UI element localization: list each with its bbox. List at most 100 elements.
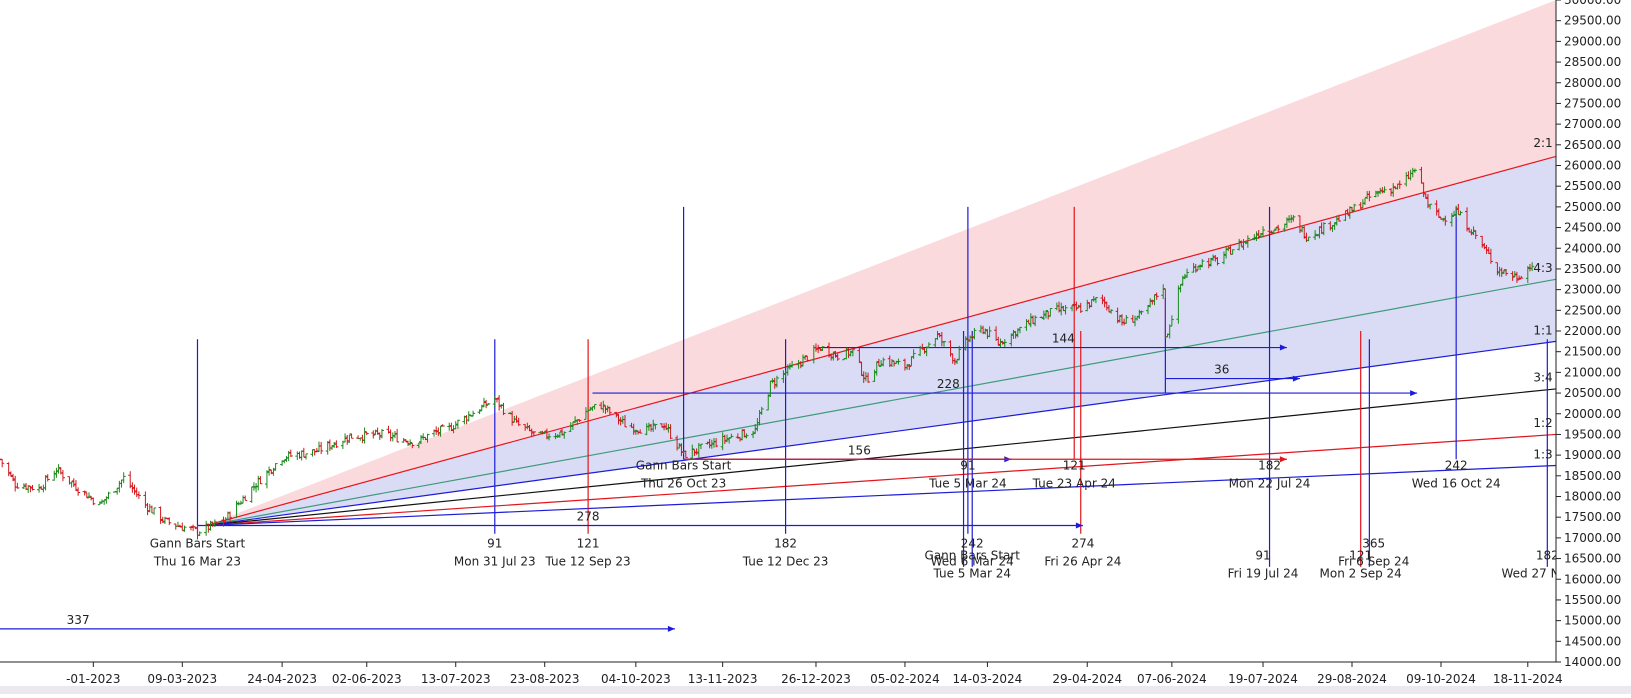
price-bar-up (479, 404, 484, 411)
price-bar-down (1302, 226, 1307, 239)
price-bar-down (829, 353, 834, 361)
gann-annotation: Mon 22 Jul 24 (1229, 476, 1311, 490)
price-bar-up (408, 439, 413, 446)
price-bar-down (334, 440, 339, 448)
price-bar-up (1274, 227, 1279, 231)
gann-fan-line (206, 464, 1556, 527)
gann-annotation: Tue 23 Apr 24 (1032, 476, 1116, 490)
price-bar-up (1208, 257, 1213, 267)
price-bar-down (193, 526, 198, 530)
gann-annotation: 2:1 (1533, 136, 1552, 150)
price-bar-down (738, 437, 743, 442)
price-bar-up (392, 431, 397, 439)
price-bar-up (121, 472, 126, 484)
x-tick-label: -01-2023 (66, 672, 120, 686)
price-bar-up (175, 521, 180, 527)
gann-fan-lines (206, 155, 1556, 527)
price-bar-down (1267, 229, 1272, 234)
price-bar-up (1152, 294, 1157, 306)
price-bar-up (254, 482, 259, 493)
price-bar-down (1026, 319, 1031, 325)
price-bar-down (410, 442, 415, 449)
gann-annotation: Fri 19 Jul 24 (1228, 566, 1299, 580)
price-bar-up (525, 422, 530, 430)
price-bar-up (555, 434, 560, 438)
price-bar-down (631, 423, 636, 435)
price-bar-up (759, 406, 764, 415)
price-bar-down (607, 406, 612, 415)
price-bar-up (1085, 299, 1090, 312)
price-bar-down (1039, 316, 1044, 319)
price-bar-down (1389, 188, 1394, 197)
price-bar-up (97, 501, 102, 506)
gann-annotation: 121 (1063, 458, 1086, 472)
price-bar-up (481, 397, 486, 408)
price-bar-up (924, 346, 929, 357)
y-tick-label: 20000.00 (1564, 407, 1621, 421)
price-bar-up (781, 370, 786, 383)
price-bar-up (1063, 305, 1068, 315)
price-bar-down (301, 447, 306, 458)
gann-arrow-head (1279, 456, 1287, 463)
price-bar-down (403, 439, 408, 442)
price-bar-up (1059, 302, 1064, 316)
price-bar-down (965, 338, 970, 343)
price-bar-down (1269, 230, 1274, 234)
y-tick-label: 17500.00 (1564, 510, 1621, 524)
gann-fan-line (206, 388, 1556, 527)
gann-annotation: Gann Bars Start (636, 458, 732, 472)
price-bar-up (1176, 285, 1181, 324)
price-bar-down (1519, 275, 1524, 279)
price-bar-up (390, 432, 395, 442)
price-bar-up (753, 424, 758, 434)
price-bar-down (349, 433, 354, 439)
price-bar-down (618, 417, 623, 426)
price-bar-down (1328, 221, 1333, 231)
y-tick-label: 19000.00 (1564, 448, 1621, 462)
price-bar-up (896, 358, 901, 365)
price-bar-down (920, 343, 925, 350)
price-bar-down (540, 430, 545, 435)
price-bar-up (1041, 310, 1046, 321)
x-tick-label: 02-06-2023 (332, 672, 402, 686)
price-bar-up (102, 499, 107, 505)
gann-annotation: Fri 26 Apr 24 (1044, 554, 1121, 568)
price-bar-up (1258, 232, 1263, 238)
price-bar-up (373, 429, 378, 435)
price-bar-down (514, 415, 519, 423)
price-bar-down (288, 449, 293, 458)
y-tick-label: 14000.00 (1564, 655, 1621, 669)
price-bar-up (1428, 203, 1433, 210)
price-bar-down (692, 449, 697, 456)
x-axis: -01-2023 09-03-2023 24-04-2023 02-06-2023 13… (0, 661, 1563, 686)
price-bar-up (935, 330, 940, 340)
price-bar-up (942, 340, 947, 347)
price-bar-down (772, 377, 777, 389)
gann-fan-line (206, 278, 1556, 527)
gann-arrow-head (1075, 522, 1083, 529)
y-tick-label: 27000.00 (1564, 117, 1621, 131)
price-bar-down (371, 430, 376, 439)
price-bar-up (425, 433, 430, 443)
price-bar-up (1452, 210, 1457, 217)
price-bar-down (243, 495, 248, 501)
y-tick-label: 25000.00 (1564, 200, 1621, 214)
price-bar-up (1011, 329, 1016, 340)
gann-annotation: 4:3 (1533, 261, 1552, 275)
price-bar-up (879, 360, 884, 368)
price-bar-down (516, 417, 521, 427)
price-bar-up (651, 419, 656, 432)
price-bar-up (1271, 229, 1276, 233)
gann-arrow-label: 36 (1214, 363, 1229, 377)
price-bar-up (1254, 231, 1259, 242)
price-bar-up (455, 419, 460, 429)
price-bar-down (167, 517, 172, 526)
gann-annotation: Tue 12 Dec 23 (742, 554, 829, 568)
price-bar-up (646, 422, 651, 431)
price-bar-up (1017, 326, 1022, 334)
price-bar-up (267, 466, 272, 476)
price-bar-up (1195, 265, 1200, 271)
price-bar-up (1070, 305, 1075, 312)
price-bar-up (1237, 238, 1242, 251)
y-tick-label: 25500.00 (1564, 179, 1621, 193)
